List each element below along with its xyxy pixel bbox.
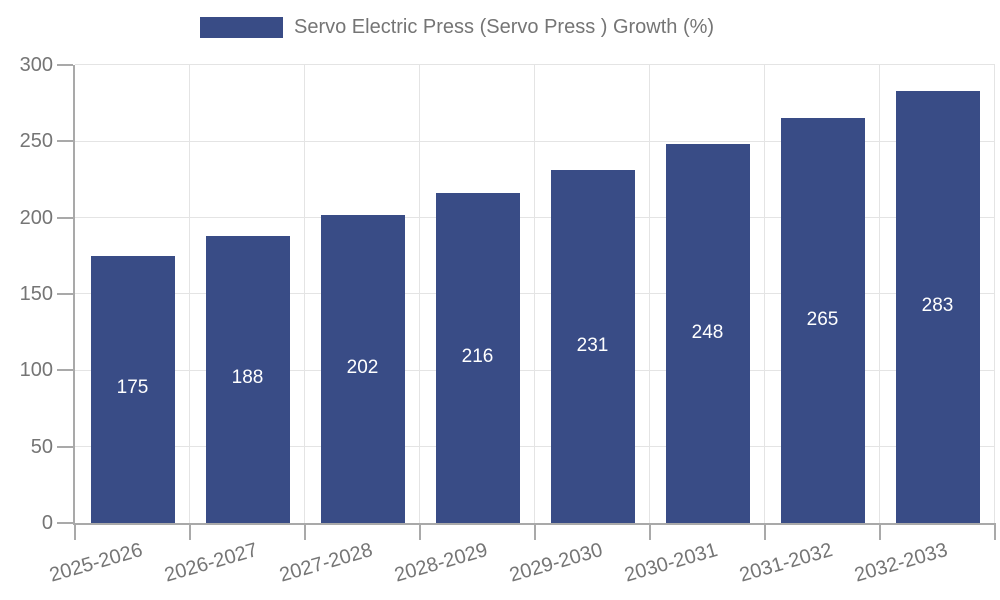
x-grid-line bbox=[534, 65, 536, 523]
x-tick bbox=[419, 523, 421, 540]
bar: 283 bbox=[895, 90, 980, 523]
y-tick-label: 50 bbox=[30, 435, 53, 458]
bar: 265 bbox=[780, 118, 865, 523]
bar-value-label: 216 bbox=[461, 346, 494, 368]
x-grid-line bbox=[649, 65, 651, 523]
x-grid-line bbox=[419, 65, 421, 523]
legend: Servo Electric Press (Servo Press ) Grow… bbox=[200, 16, 714, 39]
y-tick bbox=[57, 64, 73, 66]
x-tick bbox=[534, 523, 536, 540]
x-grid-line bbox=[879, 65, 881, 523]
x-tick bbox=[189, 523, 191, 540]
x-grid-line bbox=[994, 65, 996, 523]
y-tick-label: 0 bbox=[41, 512, 53, 534]
bar-value-label: 175 bbox=[116, 377, 149, 399]
x-tick bbox=[879, 523, 881, 540]
x-tick bbox=[74, 523, 76, 540]
y-tick-label: 300 bbox=[19, 54, 53, 76]
bar: 175 bbox=[90, 255, 175, 523]
legend-label: Servo Electric Press (Servo Press ) Grow… bbox=[294, 16, 715, 38]
bar: 231 bbox=[550, 170, 635, 523]
y-tick-label: 250 bbox=[19, 130, 53, 153]
x-tick bbox=[994, 523, 996, 540]
bar-value-label: 188 bbox=[231, 367, 264, 389]
x-tick bbox=[304, 523, 306, 540]
bar: 188 bbox=[205, 235, 290, 523]
y-tick bbox=[57, 522, 73, 524]
y-grid-line bbox=[75, 64, 995, 66]
bar-value-label: 202 bbox=[346, 356, 379, 378]
bar-value-label: 231 bbox=[576, 334, 609, 356]
y-tick bbox=[57, 369, 73, 372]
y-tick-label: 150 bbox=[19, 283, 53, 305]
y-tick bbox=[57, 445, 73, 448]
bar: 202 bbox=[320, 214, 405, 523]
x-tick bbox=[649, 523, 651, 540]
x-grid-line bbox=[189, 65, 191, 523]
bar-value-label: 248 bbox=[691, 321, 724, 343]
bar-value-label: 265 bbox=[806, 308, 839, 330]
plot-area: 0 50 100 150 200 250 300 175 2025-2026 188 2026-20… bbox=[20, 54, 996, 587]
bar: 216 bbox=[435, 193, 520, 523]
x-grid-line bbox=[304, 65, 306, 523]
bar-value-label: 283 bbox=[921, 294, 954, 316]
bar: 248 bbox=[665, 144, 750, 523]
x-tick bbox=[764, 523, 766, 540]
x-grid-line bbox=[764, 65, 766, 523]
y-tick-label: 100 bbox=[19, 359, 53, 382]
y-tick-label: 200 bbox=[19, 206, 53, 229]
legend-swatch bbox=[200, 17, 283, 38]
y-tick bbox=[57, 140, 73, 143]
y-tick bbox=[57, 293, 73, 295]
y-tick bbox=[57, 216, 73, 219]
